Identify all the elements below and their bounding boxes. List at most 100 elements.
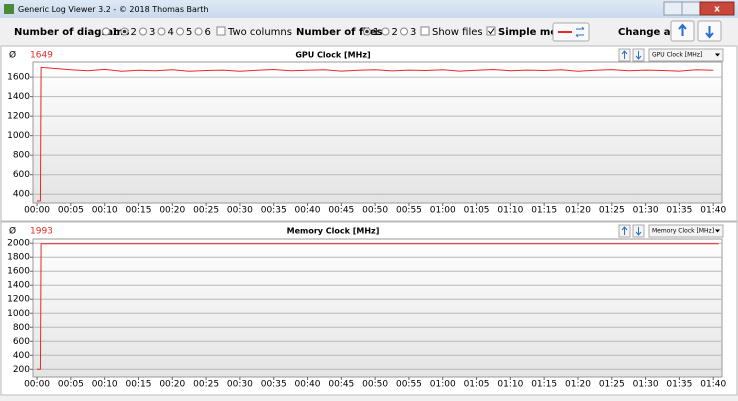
y-tick-label: 400	[13, 190, 30, 200]
dropdown-arrow	[715, 53, 720, 57]
x-tick-label: 01:15	[531, 380, 557, 390]
y-tick-label: 1000	[7, 131, 30, 141]
y-tick-label: 800	[13, 151, 30, 161]
y-tick-label: 200	[13, 365, 30, 375]
x-tick-label: 00:20	[159, 206, 185, 216]
maximize-button[interactable]	[681, 1, 701, 16]
y-tick-label: 1600	[7, 73, 30, 83]
up-icon	[621, 226, 628, 235]
checkmark	[488, 28, 495, 35]
close-button[interactable]	[699, 1, 735, 16]
checkbox[interactable]	[420, 26, 430, 36]
x-tick-label: 01:25	[599, 380, 625, 390]
x-tick-label: 00:30	[227, 380, 253, 390]
dropdown[interactable]	[648, 48, 724, 62]
data-line	[37, 243, 719, 370]
show-files-label[interactable]: Show files	[432, 27, 483, 38]
x-tick-label: 01:30	[633, 206, 659, 216]
x-tick-label: 00:50	[362, 380, 388, 390]
x-tick-label: 01:05	[464, 206, 490, 216]
x-tick-label: 01:25	[599, 206, 625, 216]
checkbox-checked[interactable]	[486, 26, 496, 36]
chart-title: Memory Clock [MHz]	[287, 227, 380, 236]
chart-panel: Ø 1993 Memory Clock [MHz] Memory Clock [MHz…	[0, 221, 738, 396]
radio-label[interactable]: 2	[392, 27, 398, 38]
checkbox[interactable]	[216, 26, 226, 36]
x-tick-label: 01:40	[700, 380, 726, 390]
chart-panel: Ø 1649 GPU Clock [MHz] GPU Clock [MHz] 400 60…	[0, 45, 738, 222]
down-icon	[705, 26, 714, 39]
charts: Ø 1649 GPU Clock [MHz] GPU Clock [MHz] 400 60…	[0, 45, 738, 396]
radio-label[interactable]: 4	[168, 27, 174, 38]
radio-label[interactable]: 6	[205, 27, 211, 38]
radio-label[interactable]: 1	[112, 27, 118, 38]
radio-label[interactable]: 5	[186, 27, 192, 38]
mean-value: 1993	[30, 227, 53, 237]
x-tick-label: 01:10	[497, 380, 523, 390]
x-tick-label: 01:00	[430, 380, 456, 390]
up-icon	[621, 50, 628, 59]
x-tick-label: 01:10	[497, 206, 523, 216]
change-all-label: Change all	[618, 27, 677, 38]
y-tick-label: 2000	[7, 239, 30, 249]
x-tick-label: 00:55	[396, 380, 422, 390]
y-tick-label: 1400	[7, 92, 30, 102]
y-tick-label: 600	[13, 337, 30, 347]
x-tick-label: 00:25	[193, 380, 219, 390]
radio-button[interactable]	[139, 27, 147, 36]
x-tick-label: 01:40	[700, 206, 726, 216]
radio-button[interactable]	[157, 27, 166, 36]
minimize-button[interactable]	[663, 1, 683, 16]
y-tick-label: 1400	[7, 281, 30, 291]
swap-icon	[575, 26, 585, 38]
x-tick-label: 01:05	[464, 380, 490, 390]
radio-button[interactable]	[400, 27, 408, 36]
radio-button[interactable]	[194, 27, 203, 36]
radio-label[interactable]: 3	[410, 27, 416, 38]
plot-area	[32, 238, 723, 378]
x-tick-label: 00:00	[24, 206, 50, 216]
x-tick-label: 00:25	[193, 206, 219, 216]
simple-mode-label[interactable]: Simple mode	[498, 27, 571, 38]
dropdown-label[interactable]: Memory Clock [MHz]	[652, 228, 714, 235]
x-tick-label: 00:45	[328, 206, 354, 216]
x-tick-label: 01:20	[565, 206, 591, 216]
x-tick-label: 00:05	[58, 380, 84, 390]
radio-label[interactable]: 2	[131, 27, 137, 38]
x-tick-label: 01:30	[633, 380, 659, 390]
chart-title: GPU Clock [MHz]	[295, 51, 370, 60]
x-tick-label: 01:35	[666, 380, 692, 390]
radio-button[interactable]	[381, 27, 390, 36]
x-tick-label: 00:50	[362, 206, 388, 216]
x-tick-label: 00:05	[58, 206, 84, 216]
x-tick-label: 00:55	[396, 206, 422, 216]
dropdown-label[interactable]: GPU Clock [MHz]	[652, 52, 702, 59]
app-icon	[4, 4, 14, 14]
x-tick-label: 00:35	[261, 380, 287, 390]
x-tick-label: 01:00	[430, 206, 456, 216]
radio-label[interactable]: 3	[149, 27, 155, 38]
radio-button[interactable]	[176, 27, 184, 36]
x-tick-label: 00:45	[328, 380, 354, 390]
x-tick-label: 01:15	[531, 206, 557, 216]
radio-label[interactable]: 1	[373, 27, 379, 38]
data-line	[37, 66, 714, 202]
y-tick-label: 1200	[7, 112, 30, 122]
y-tick-label: 1800	[7, 253, 30, 263]
diagrams-label: Number of diagrams	[14, 27, 130, 38]
down-icon	[635, 227, 642, 236]
files-label: Number of files	[296, 27, 383, 38]
x-tick-label: 00:00	[24, 380, 50, 390]
mean-value: 1649	[30, 51, 53, 61]
radio-dot	[365, 29, 369, 34]
x-tick-label: 00:20	[159, 380, 185, 390]
mean-symbol: Ø	[9, 226, 16, 237]
y-tick-label: 800	[13, 323, 30, 333]
radio-button[interactable]	[102, 27, 110, 36]
two-columns-label[interactable]: Two columns	[227, 27, 292, 38]
mean-symbol: Ø	[9, 50, 16, 61]
y-tick-label: 1200	[7, 295, 30, 305]
y-tick-label: 1600	[7, 267, 30, 277]
dropdown[interactable]	[648, 224, 724, 238]
